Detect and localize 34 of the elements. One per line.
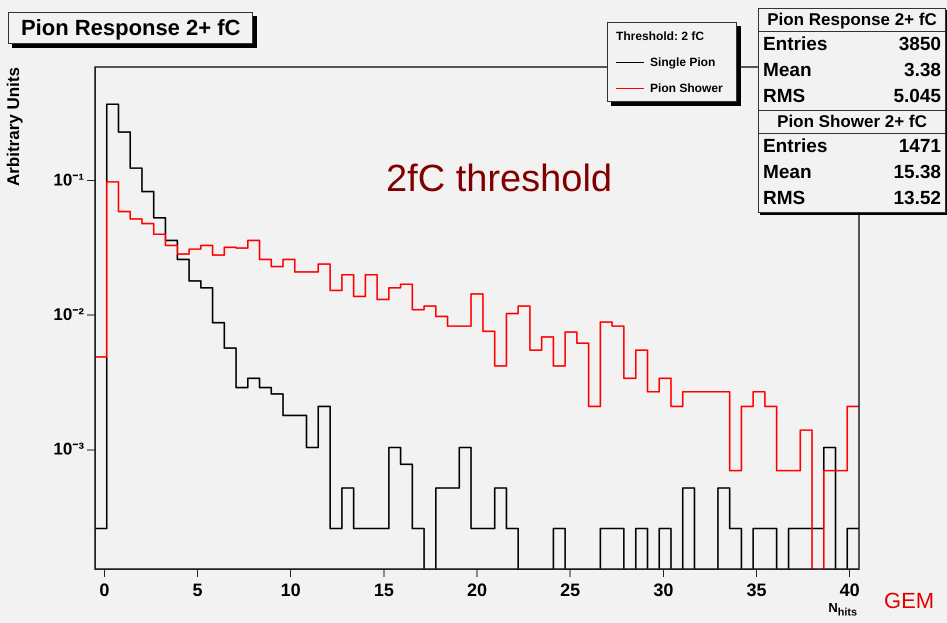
text: Entries <box>763 33 828 57</box>
legend-label: Single Pion <box>650 55 716 69</box>
annotation: Mean <box>763 59 812 83</box>
annotation: RMS <box>763 187 806 211</box>
x-tick-label: 20 <box>466 580 488 600</box>
x-tick-label: 0 <box>99 580 110 600</box>
text: Pion Response 2+ fC <box>759 9 945 32</box>
text: GEM <box>884 588 934 614</box>
annotation: Entries <box>763 135 828 159</box>
y-axis-title: Arbitrary Units <box>4 67 23 186</box>
text: 15.38 <box>893 161 941 185</box>
x-axis-title: N$_{hits}$ <box>828 600 857 619</box>
annotation: Mean <box>763 161 812 185</box>
x-tick-label: 10 <box>280 580 301 600</box>
legend-title: Threshold: 2 fC <box>616 29 706 43</box>
text: 5.045 <box>893 85 941 109</box>
text: 3850 <box>898 33 941 57</box>
text: 13.52 <box>893 187 941 211</box>
y-tick-label: 10⁻³ <box>53 439 84 458</box>
annotation: Pion Shower 2+ fC <box>759 111 945 134</box>
x-tick-label: 40 <box>840 580 860 600</box>
x-tick-label: 35 <box>746 580 767 600</box>
x-tick-label: 30 <box>653 580 674 600</box>
text: 3.38 <box>904 59 941 83</box>
annotation: RMS <box>763 85 806 109</box>
annotation: 2fC threshold <box>386 158 612 201</box>
y-tick-label: 10⁻¹ <box>53 170 84 190</box>
text: 1471 <box>898 135 941 159</box>
x-tick-label: 15 <box>374 580 394 600</box>
y-tick-label: 10⁻² <box>53 304 84 324</box>
chart-title: Pion Response 2+ fC <box>8 12 254 44</box>
x-tick-label: 25 <box>560 580 580 600</box>
x-tick-label: 5 <box>192 580 202 600</box>
legend-label: Pion Shower <box>650 81 723 95</box>
